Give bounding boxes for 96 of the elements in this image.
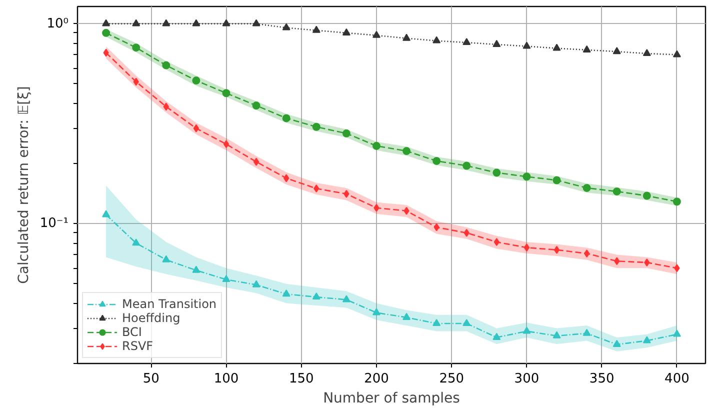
point bbox=[103, 48, 109, 57]
point bbox=[644, 258, 650, 266]
x-tick-label: 250 bbox=[439, 372, 464, 386]
point bbox=[132, 19, 140, 26]
point bbox=[404, 206, 410, 215]
point bbox=[522, 172, 531, 181]
point bbox=[462, 162, 471, 170]
point bbox=[193, 124, 200, 132]
point bbox=[163, 102, 169, 111]
point bbox=[492, 332, 501, 340]
x-tick-label: 100 bbox=[214, 372, 239, 386]
point bbox=[374, 204, 380, 212]
point bbox=[102, 19, 110, 26]
point bbox=[492, 168, 501, 177]
point bbox=[522, 326, 531, 334]
point bbox=[102, 28, 110, 37]
point bbox=[133, 78, 139, 86]
point bbox=[552, 176, 561, 184]
point bbox=[582, 45, 591, 52]
x-tick-label: 350 bbox=[589, 372, 614, 386]
point bbox=[102, 210, 110, 218]
point bbox=[162, 61, 170, 70]
legend-label: Mean Transition bbox=[122, 297, 217, 311]
point bbox=[582, 184, 591, 192]
point bbox=[372, 142, 380, 150]
point bbox=[372, 30, 380, 38]
point bbox=[642, 48, 651, 56]
point bbox=[524, 244, 530, 252]
point bbox=[282, 290, 290, 297]
point bbox=[642, 192, 651, 200]
point bbox=[612, 47, 621, 54]
point bbox=[312, 292, 320, 300]
point bbox=[432, 156, 441, 165]
point bbox=[222, 89, 230, 98]
point bbox=[162, 255, 170, 262]
point bbox=[222, 274, 230, 282]
point bbox=[464, 228, 470, 237]
point bbox=[612, 340, 621, 347]
point bbox=[222, 19, 230, 26]
x-tick-label: 400 bbox=[664, 372, 690, 386]
y-tick-label: 10⁰ bbox=[46, 16, 69, 32]
point bbox=[162, 19, 170, 26]
point bbox=[584, 249, 590, 258]
point bbox=[342, 28, 350, 36]
point bbox=[582, 328, 591, 336]
point bbox=[494, 238, 500, 246]
point bbox=[674, 264, 680, 272]
point bbox=[672, 50, 681, 58]
point bbox=[252, 19, 260, 26]
point bbox=[402, 147, 411, 156]
x-tick-label: 150 bbox=[288, 372, 314, 386]
legend-label: Hoeffding bbox=[122, 311, 180, 325]
point bbox=[132, 238, 140, 246]
point bbox=[252, 102, 260, 110]
x-tick-label: 200 bbox=[364, 372, 389, 386]
point bbox=[192, 266, 200, 273]
point bbox=[192, 76, 200, 85]
point bbox=[432, 318, 441, 326]
x-tick-label: 300 bbox=[514, 372, 540, 386]
point bbox=[672, 330, 681, 337]
point bbox=[344, 190, 350, 198]
point bbox=[284, 174, 290, 182]
point bbox=[342, 129, 350, 138]
point bbox=[402, 312, 411, 320]
point bbox=[282, 23, 290, 30]
x-axis-title: Number of samples bbox=[323, 390, 460, 406]
point bbox=[372, 308, 380, 316]
point bbox=[492, 40, 501, 47]
point bbox=[462, 38, 471, 46]
point bbox=[462, 318, 471, 326]
point bbox=[672, 198, 681, 206]
point bbox=[342, 295, 350, 302]
point bbox=[552, 44, 561, 51]
legend-label: BCI bbox=[122, 325, 142, 339]
point bbox=[132, 44, 140, 52]
point bbox=[192, 19, 200, 26]
y-axis-title: Calculated return error: 𝔼[ξ] bbox=[16, 86, 32, 284]
point bbox=[614, 257, 620, 266]
legend-label: RSVF bbox=[122, 339, 154, 353]
point bbox=[312, 122, 320, 131]
y-tick-label: 10⁻¹ bbox=[40, 216, 69, 232]
point bbox=[612, 187, 621, 196]
point bbox=[642, 336, 651, 344]
point bbox=[312, 26, 320, 33]
point bbox=[522, 42, 531, 49]
point bbox=[282, 114, 290, 122]
point bbox=[253, 158, 260, 166]
point bbox=[223, 140, 230, 148]
point bbox=[314, 184, 320, 193]
x-tick-label: 50 bbox=[142, 372, 160, 386]
point bbox=[402, 34, 411, 41]
point bbox=[554, 246, 560, 254]
point bbox=[252, 280, 260, 288]
point bbox=[432, 36, 441, 44]
point bbox=[434, 223, 440, 232]
point bbox=[552, 331, 561, 338]
